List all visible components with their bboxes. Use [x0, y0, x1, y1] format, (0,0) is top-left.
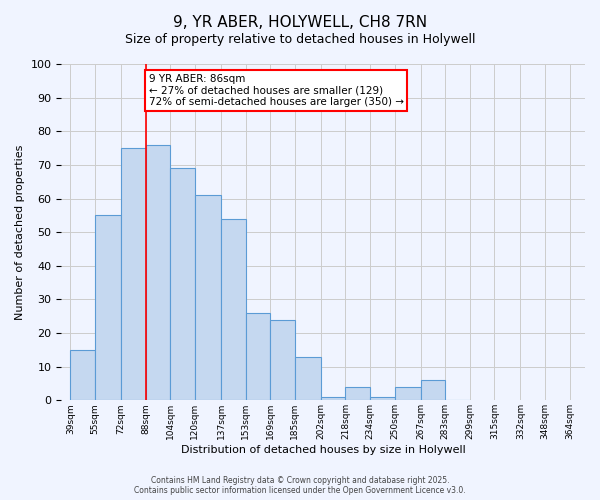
Bar: [146, 144, 170, 400]
Text: 9, YR ABER, HOLYWELL, CH8 7RN: 9, YR ABER, HOLYWELL, CH8 7RN: [173, 15, 427, 30]
Text: 9 YR ABER: 86sqm
← 27% of detached houses are smaller (129)
72% of semi-detached: 9 YR ABER: 86sqm ← 27% of detached house…: [149, 74, 404, 108]
X-axis label: Distribution of detached houses by size in Holywell: Distribution of detached houses by size …: [181, 445, 466, 455]
Bar: [195, 195, 221, 400]
Y-axis label: Number of detached properties: Number of detached properties: [15, 144, 25, 320]
Bar: [346, 387, 370, 400]
Bar: [370, 397, 395, 400]
Bar: [70, 350, 95, 401]
Bar: [170, 168, 195, 400]
Text: Size of property relative to detached houses in Holywell: Size of property relative to detached ho…: [125, 32, 475, 46]
Bar: [221, 218, 245, 400]
Text: Contains HM Land Registry data © Crown copyright and database right 2025.
Contai: Contains HM Land Registry data © Crown c…: [134, 476, 466, 495]
Bar: [121, 148, 146, 401]
Bar: [245, 313, 270, 400]
Bar: [421, 380, 445, 400]
Bar: [95, 216, 121, 400]
Bar: [395, 387, 421, 400]
Bar: [295, 356, 321, 401]
Bar: [321, 397, 346, 400]
Bar: [270, 320, 295, 400]
